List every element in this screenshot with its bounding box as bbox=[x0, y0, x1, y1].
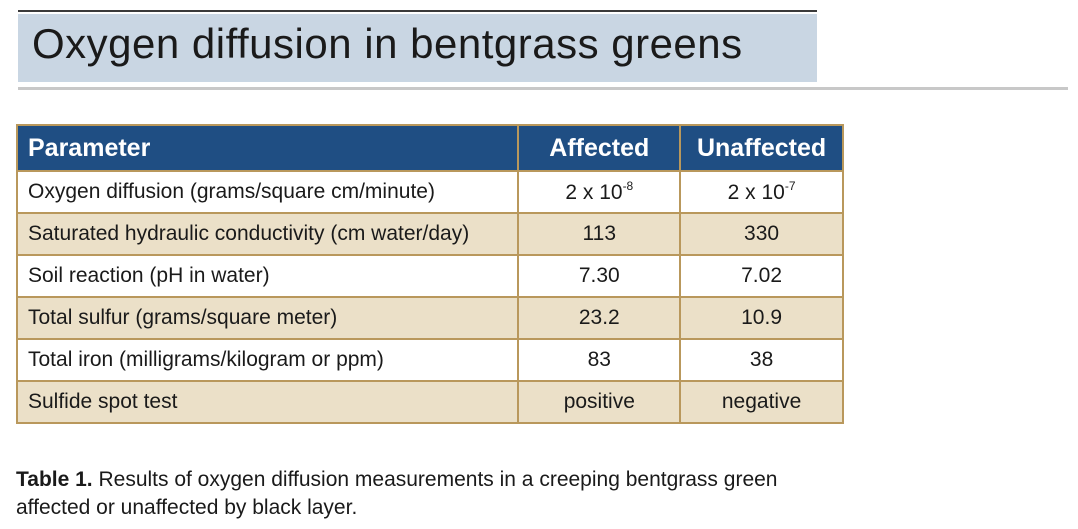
table-header-row: Parameter Affected Unaffected bbox=[15, 124, 844, 172]
row-affected: 23.2 bbox=[517, 296, 682, 340]
row-parameter: Total sulfur (grams/square meter) bbox=[15, 296, 520, 340]
row-parameter: Soil reaction (pH in water) bbox=[15, 254, 520, 298]
row-parameter: Sulfide spot test bbox=[15, 380, 520, 424]
row-unaffected: 7.02 bbox=[679, 254, 844, 298]
row-affected: 113 bbox=[517, 212, 682, 256]
top-rule bbox=[18, 10, 817, 12]
row-parameter: Total iron (milligrams/kilogram or ppm) bbox=[15, 338, 520, 382]
header-affected: Affected bbox=[517, 124, 682, 172]
table-row: Oxygen diffusion (grams/square cm/minute… bbox=[15, 170, 844, 214]
table-row: Saturated hydraulic conductivity (cm wat… bbox=[15, 212, 844, 256]
title-underline bbox=[18, 87, 1068, 90]
row-affected: 2 x 10-8 bbox=[517, 170, 682, 214]
unaffected-exponent: -7 bbox=[784, 179, 796, 193]
page-title: Oxygen diffusion in bentgrass greens bbox=[32, 20, 743, 67]
unaffected-base: 2 x 10 bbox=[727, 181, 785, 204]
row-unaffected: 10.9 bbox=[679, 296, 844, 340]
row-unaffected: 2 x 10-7 bbox=[679, 170, 844, 214]
title-band: Oxygen diffusion in bentgrass greens bbox=[18, 14, 817, 82]
row-affected: 7.30 bbox=[517, 254, 682, 298]
table-row: Total sulfur (grams/square meter) 23.2 1… bbox=[15, 296, 844, 340]
table-row: Soil reaction (pH in water) 7.30 7.02 bbox=[15, 254, 844, 298]
row-parameter: Oxygen diffusion (grams/square cm/minute… bbox=[15, 170, 520, 214]
row-unaffected: negative bbox=[679, 380, 844, 424]
results-table: Parameter Affected Unaffected Oxygen dif… bbox=[15, 124, 844, 424]
row-affected: 83 bbox=[517, 338, 682, 382]
header-unaffected: Unaffected bbox=[679, 124, 844, 172]
caption-label: Table 1. bbox=[16, 468, 93, 491]
table-row: Total iron (milligrams/kilogram or ppm) … bbox=[15, 338, 844, 382]
row-unaffected: 330 bbox=[679, 212, 844, 256]
caption-text: Results of oxygen diffusion measurements… bbox=[16, 468, 778, 519]
header-parameter: Parameter bbox=[15, 124, 520, 172]
table-caption: Table 1. Results of oxygen diffusion mea… bbox=[16, 466, 836, 522]
affected-base: 2 x 10 bbox=[565, 181, 623, 204]
row-unaffected: 38 bbox=[679, 338, 844, 382]
row-parameter: Saturated hydraulic conductivity (cm wat… bbox=[15, 212, 520, 256]
row-affected: positive bbox=[517, 380, 682, 424]
table-row: Sulfide spot test positive negative bbox=[15, 380, 844, 424]
affected-exponent: -8 bbox=[622, 179, 634, 193]
